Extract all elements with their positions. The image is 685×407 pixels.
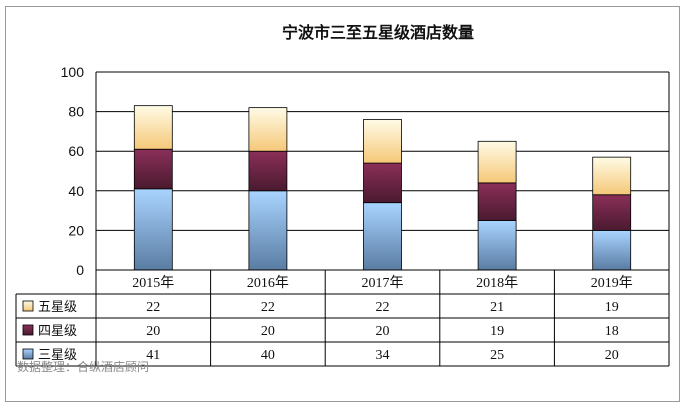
bar-三星级-2019年 [592, 229, 632, 271]
data-label: 20 [376, 324, 390, 339]
data-label: 34 [376, 348, 390, 363]
y-tick-label: 80 [68, 104, 84, 120]
axes [95, 72, 670, 270]
x-tick-label: 2019年 [591, 275, 633, 291]
data-label: 20 [146, 324, 160, 339]
data-label: 20 [605, 348, 619, 363]
data-label: 22 [376, 300, 390, 315]
x-tick-label: 2018年 [476, 275, 518, 291]
bar-五星级-2018年 [477, 140, 517, 184]
bar-五星级-2016年 [248, 107, 288, 152]
legend-label: 五星级 [38, 300, 77, 315]
data-label: 22 [146, 300, 160, 315]
bar-五星级-2019年 [592, 156, 632, 196]
data-label: 21 [490, 300, 504, 315]
y-tick-label: 20 [68, 222, 84, 238]
source-note: 数据整理：合纵酒店顾问 [17, 359, 149, 374]
data-label: 25 [490, 348, 504, 363]
data-label: 40 [261, 348, 275, 363]
bar-四星级-2019年 [592, 194, 632, 231]
bar-五星级-2017年 [363, 119, 402, 164]
data-label: 20 [261, 324, 275, 339]
chart-frame: 宁波市三至五星级酒店数量 0 20 40 60 80 100 2015年 2016年 2017… [5, 6, 680, 402]
legend-swatch-三星级 [22, 348, 34, 360]
bar-四星级-2015年 [133, 148, 173, 190]
x-tick-label: 2017年 [362, 275, 404, 291]
data-label: 19 [605, 300, 619, 315]
bar-四星级-2017年 [363, 162, 402, 204]
legend-swatch-五星级 [22, 300, 34, 312]
bar-三星级-2017年 [363, 202, 402, 271]
y-tick-label: 60 [68, 143, 84, 159]
legend-label: 四星级 [38, 324, 77, 339]
y-tick-label: 100 [61, 64, 85, 80]
data-label: 18 [605, 324, 619, 339]
x-tick-label: 2016年 [247, 275, 289, 291]
data-label: 19 [490, 324, 504, 339]
bar-三星级-2016年 [248, 190, 288, 271]
chart-title: 宁波市三至五星级酒店数量 [282, 23, 474, 42]
y-tick-label: 0 [76, 262, 84, 278]
data-label: 41 [146, 348, 160, 363]
data-label: 22 [261, 300, 275, 315]
bar-三星级-2018年 [477, 220, 517, 271]
bar-四星级-2018年 [477, 182, 517, 221]
legend-label: 三星级 [38, 348, 77, 363]
chart-svg: 宁波市三至五星级酒店数量 0 20 40 60 80 100 2015年 2016年 2017… [15, 23, 670, 374]
bars [133, 105, 632, 271]
bar-三星级-2015年 [133, 188, 173, 271]
legend-swatch-四星级 [22, 324, 34, 336]
y-tick-label: 40 [68, 183, 84, 199]
x-tick-label: 2015年 [132, 275, 174, 291]
bar-五星级-2015年 [133, 105, 173, 150]
bar-四星级-2016年 [248, 150, 288, 192]
